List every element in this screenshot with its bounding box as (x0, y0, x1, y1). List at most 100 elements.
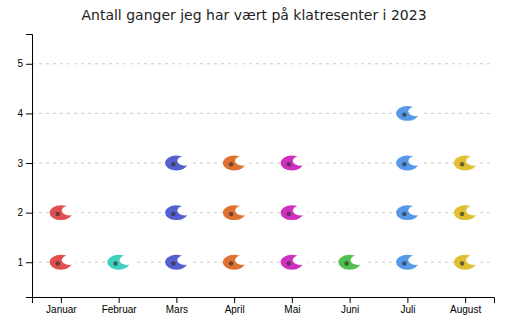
shoe-dot (171, 212, 175, 216)
y-tick-mark (26, 262, 32, 263)
shoe-dot (171, 162, 175, 166)
shoe-icon (338, 255, 365, 270)
x-tick-label: Januar (46, 304, 77, 315)
shoe-dot (344, 261, 348, 265)
shoe-dot (287, 162, 291, 166)
y-axis: 1 2 3 4 5 (17, 35, 32, 298)
shoe-icon (165, 156, 192, 171)
shoe-icon (281, 156, 308, 171)
y-tick-label: 5 (17, 58, 23, 69)
x-tick-label: Mars (166, 304, 188, 315)
y-tick-label: 1 (17, 257, 23, 268)
shoe-cutout (120, 255, 135, 265)
shoe-dot (287, 261, 291, 265)
y-tick-mark (26, 64, 32, 65)
shoe-icon (281, 205, 308, 220)
shoe-cutout (466, 206, 481, 216)
shoe-icon (223, 255, 250, 270)
shoe-dot (460, 261, 464, 265)
shoe-dot (171, 261, 175, 265)
x-tick: Mars (166, 297, 188, 315)
shoe-cutout (177, 206, 192, 216)
chart: 1 2 3 4 5 Januar Februar Mars April Mai Juni Juli Au… (0, 0, 508, 327)
shoe-cutout (177, 255, 192, 265)
shoe-icon (165, 205, 192, 220)
grid-line (32, 163, 494, 164)
y-tick: 3 (17, 158, 32, 169)
x-tick-label: Februar (102, 304, 138, 315)
shoe-dot (56, 212, 60, 216)
shoe-dot (402, 261, 406, 265)
y-tick: 5 (17, 58, 32, 69)
x-tick-label: Juli (400, 304, 415, 315)
grid (32, 64, 494, 262)
shoe-dot (287, 212, 291, 216)
shoe-cutout (408, 255, 423, 265)
y-tick: 2 (17, 207, 32, 218)
shoe-icon (50, 255, 77, 270)
y-tick: 4 (17, 108, 32, 119)
y-tick: 1 (17, 257, 32, 268)
shoe-dot (402, 162, 406, 166)
shoe-dot (113, 261, 117, 265)
x-axis-line (33, 298, 495, 304)
x-tick-mark (119, 297, 120, 303)
shoe-cutout (293, 255, 308, 265)
shoe-cutout (466, 255, 481, 265)
shoe-icon (223, 205, 250, 220)
shoe-cutout (235, 156, 250, 166)
x-tick-mark (61, 297, 62, 303)
grid-line (32, 113, 494, 114)
x-tick: April (225, 297, 245, 315)
grid-line (32, 262, 494, 263)
shoe-dot (460, 212, 464, 216)
x-tick-mark (176, 297, 177, 303)
shoe-cutout (235, 206, 250, 216)
shoe-cutout (293, 206, 308, 216)
title: Antall ganger jeg har vært på klatresent… (81, 7, 426, 23)
shoe-dot (460, 162, 464, 166)
shoe-dot (402, 112, 406, 116)
shoe-icon (396, 106, 423, 121)
shoe-cutout (408, 156, 423, 166)
y-tick-mark (26, 213, 32, 214)
y-tick-mark (26, 113, 32, 114)
grid-line (32, 63, 494, 64)
grid-line (32, 212, 494, 213)
shoe-icon (396, 156, 423, 171)
x-tick-label: August (450, 304, 481, 315)
shoe-cutout (62, 255, 77, 265)
x-tick: Juni (341, 297, 359, 315)
y-tick-label: 3 (17, 158, 23, 169)
x-tick-label: April (225, 304, 245, 315)
x-tick-mark (407, 297, 408, 303)
y-tick-mark (26, 163, 32, 164)
y-axis-line (26, 35, 33, 298)
y-tick-label: 4 (17, 108, 23, 119)
shoe-cutout (408, 206, 423, 216)
shoe-icon (165, 255, 192, 270)
shoe-cutout (351, 255, 366, 265)
x-tick: August (450, 297, 481, 315)
x-tick: Februar (102, 297, 138, 315)
shoe-icon (454, 156, 481, 171)
shoe-icon (281, 255, 308, 270)
shoe-icon (454, 255, 481, 270)
shoe-dot (229, 162, 233, 166)
x-tick-mark (465, 297, 466, 303)
marks (50, 106, 481, 270)
shoe-icon (454, 205, 481, 220)
shoe-cutout (62, 206, 77, 216)
shoe-icon (107, 255, 134, 270)
shoe-dot (402, 212, 406, 216)
shoe-icon (50, 205, 77, 220)
shoe-dot (229, 212, 233, 216)
x-tick-mark (350, 297, 351, 303)
x-tick-label: Juni (341, 304, 359, 315)
shoe-cutout (177, 156, 192, 166)
shoe-cutout (235, 255, 250, 265)
x-tick-label: Mai (284, 304, 300, 315)
y-tick-label: 2 (17, 207, 23, 218)
x-tick-mark (292, 297, 293, 303)
plot: 1 2 3 4 5 Januar Februar Mars April Mai Juni Juli Au… (17, 35, 494, 316)
